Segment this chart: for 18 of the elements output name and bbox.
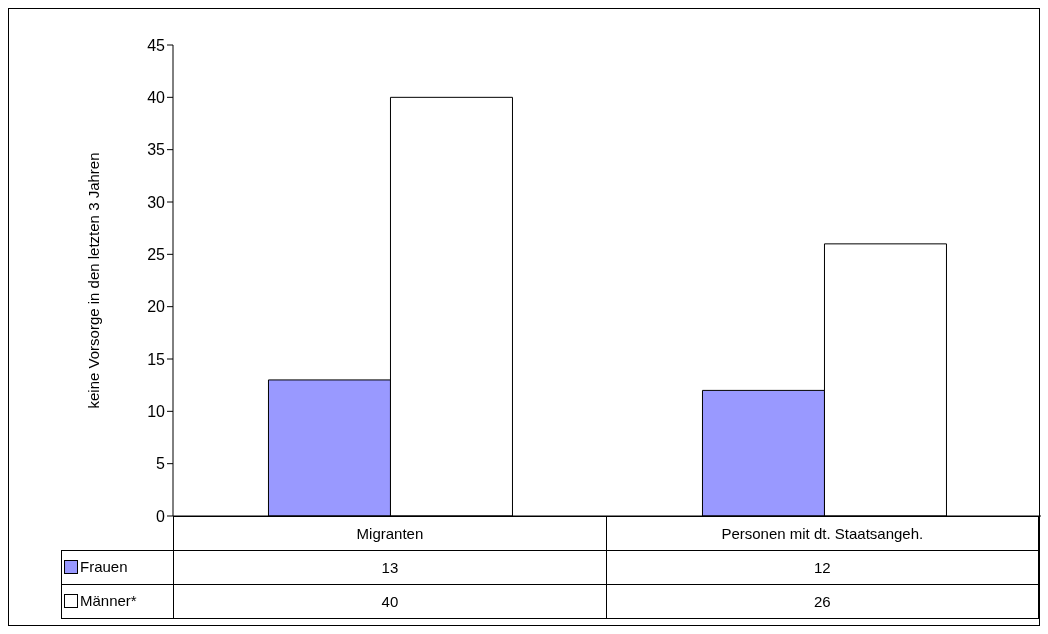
data-label: 12 — [606, 550, 1039, 585]
y-tick-label: 25 — [147, 246, 166, 264]
y-tick-label: 15 — [147, 350, 166, 368]
y-tick-label: 30 — [147, 193, 166, 211]
legend-label: Männer* — [79, 592, 137, 610]
y-tick-label: 20 — [147, 298, 166, 316]
y-tick-label: 45 — [147, 36, 166, 54]
y-tick-label: 5 — [156, 455, 166, 473]
y-axis-title: keine Vorsorge in den letzten 3 Jahren — [85, 152, 103, 409]
y-tick-label: 40 — [147, 89, 166, 107]
x-tick-label: Personen mit dt. Staatsangeh. — [606, 516, 1039, 551]
data-label: 13 — [173, 550, 607, 585]
y-tick-label: 35 — [147, 141, 166, 159]
legend-label: Frauen — [79, 558, 128, 576]
x-tick-label: Migranten — [173, 516, 607, 551]
y-tick-label: 0 — [156, 507, 166, 525]
data-label: 26 — [606, 584, 1039, 619]
y-tick-label: 10 — [147, 403, 166, 421]
